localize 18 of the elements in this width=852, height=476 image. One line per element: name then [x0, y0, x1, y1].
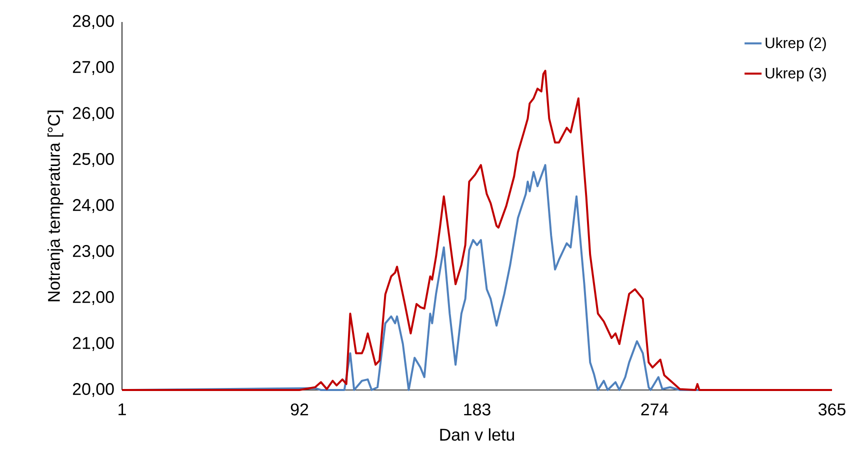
x-tick-label: 365 [818, 403, 846, 416]
y-tick-label: 22,00 [72, 291, 114, 305]
y-tick-label: 24,00 [72, 199, 114, 213]
y-tick-label: 23,00 [72, 245, 114, 259]
x-tick-label: 1 [118, 403, 126, 416]
legend-label: Ukrep (2) [766, 37, 826, 52]
y-tick-label: 25,00 [72, 153, 114, 167]
y-tick-label: 21,00 [72, 337, 114, 351]
x-tick-label: 183 [464, 403, 490, 416]
y-tick-label: 28,00 [72, 15, 114, 30]
y-tick-label: 20,00 [72, 383, 114, 397]
x-tick-label: 92 [290, 403, 308, 416]
y-tick-label: 27,00 [72, 61, 114, 76]
x-tick-label: 274 [641, 403, 668, 416]
y-axis-title: Notranja temperatura [°C] [48, 110, 64, 302]
x-axis-title: Dan v letu [440, 428, 514, 441]
y-tick-label: 26,00 [72, 107, 114, 122]
legend-label: Ukrep (3) [766, 67, 826, 82]
